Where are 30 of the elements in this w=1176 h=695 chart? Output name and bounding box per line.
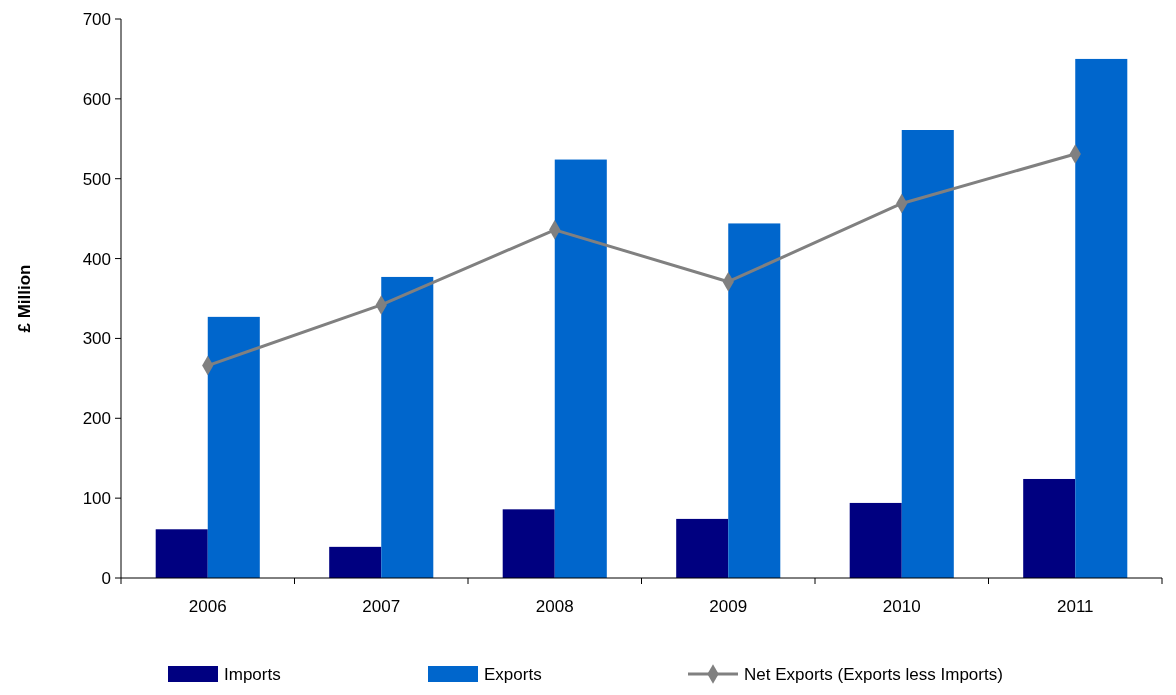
- y-tick-label: 500: [82, 169, 111, 189]
- x-tick-label: 2009: [709, 597, 748, 616]
- bar: [1075, 58, 1128, 578]
- x-tick-label: 2011: [1056, 597, 1094, 616]
- x-tick-label: 2008: [535, 597, 574, 616]
- y-axis-title: £ Million: [15, 264, 34, 333]
- legend-label: Imports: [224, 664, 281, 684]
- bar: [502, 509, 555, 578]
- bar: [381, 276, 434, 578]
- y-tick-label: 0: [101, 568, 111, 588]
- bar: [155, 529, 208, 578]
- bar: [728, 223, 781, 578]
- y-tick-label: 100: [82, 489, 111, 509]
- y-tick-label: 600: [82, 89, 111, 109]
- bar: [1023, 478, 1076, 578]
- y-tick-label: 200: [82, 409, 111, 429]
- bar: [901, 130, 954, 578]
- legend-label: Net Exports (Exports less Imports): [744, 664, 1003, 684]
- bar: [329, 546, 382, 578]
- bar: [849, 502, 902, 578]
- x-tick-label: 2010: [882, 597, 921, 616]
- x-tick-label: 2007: [362, 597, 401, 616]
- bar: [676, 518, 729, 578]
- y-tick-label: 700: [82, 9, 111, 29]
- y-tick-label: 300: [82, 329, 111, 349]
- legend-label: Exports: [484, 664, 542, 684]
- bar: [207, 316, 260, 578]
- x-tick-label: 2006: [188, 597, 227, 616]
- y-tick-label: 400: [82, 249, 111, 269]
- bar: [554, 159, 607, 578]
